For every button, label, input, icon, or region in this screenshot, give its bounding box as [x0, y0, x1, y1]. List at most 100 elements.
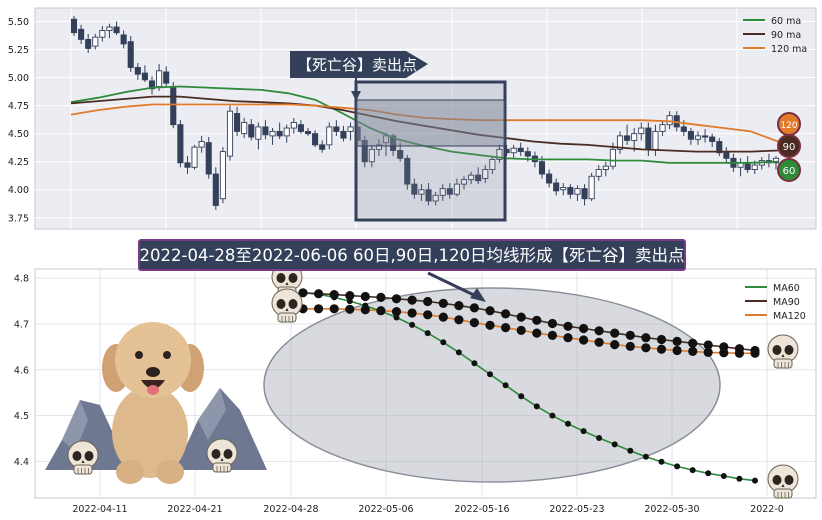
- dog-paw-right: [156, 460, 184, 484]
- top-y-tick-label: 4.00: [8, 185, 29, 196]
- candle-body: [234, 113, 241, 132]
- top-ma-line-120-ma: [70, 103, 779, 143]
- candle: [113, 21, 120, 35]
- candle: [496, 144, 503, 163]
- candle: [553, 178, 560, 196]
- candle: [716, 138, 723, 157]
- candle: [78, 24, 85, 44]
- candle: [460, 176, 468, 190]
- point-MA60: [424, 330, 431, 337]
- candle: [468, 171, 475, 185]
- candle-body: [496, 148, 503, 160]
- bottom-series-MA90: [298, 288, 760, 356]
- end-marker-120: 120: [777, 112, 801, 136]
- candle: [368, 144, 375, 168]
- candle-body: [638, 127, 645, 135]
- candle-body: [460, 179, 468, 185]
- candle: [262, 120, 269, 140]
- bottom-x-tick-label: 2022-04-21: [167, 504, 222, 515]
- candle-body: [631, 133, 638, 141]
- candle: [148, 76, 156, 95]
- point-MA60: [720, 473, 727, 479]
- point-MA60: [455, 349, 462, 356]
- point-MA120: [360, 305, 370, 315]
- candle-body: [553, 182, 560, 192]
- candle-body: [446, 188, 453, 195]
- point-MA120: [423, 310, 433, 320]
- legend-MA60-label: MA60: [773, 283, 800, 294]
- candle: [177, 120, 184, 168]
- candle-body: [156, 70, 163, 87]
- candle-body: [602, 165, 609, 170]
- point-MA120: [314, 304, 324, 314]
- bottom-x-tick-label: 2022-04-11: [72, 504, 127, 515]
- candle-body: [609, 148, 616, 167]
- point-MA60: [627, 447, 634, 454]
- point-MA90: [407, 295, 417, 305]
- point-MA90: [485, 306, 495, 316]
- point-MA90: [329, 290, 339, 300]
- point-MA120: [703, 347, 713, 357]
- candle-body: [560, 187, 567, 191]
- candle: [340, 125, 347, 142]
- point-MA120: [579, 335, 589, 345]
- candle: [574, 185, 581, 201]
- candle-body: [411, 183, 418, 195]
- dog-head: [115, 322, 191, 398]
- bottom-x-tick-label: 2022-0: [750, 504, 784, 515]
- point-MA120: [594, 337, 604, 347]
- point-MA90: [314, 289, 324, 299]
- candles: [70, 15, 780, 210]
- candle-body: [347, 126, 354, 132]
- point-MA60: [689, 467, 696, 474]
- candle-body: [85, 38, 92, 49]
- end-marker-90-circle: [777, 134, 801, 158]
- candle-body: [276, 130, 283, 137]
- point-MA60: [502, 382, 509, 389]
- candle-body: [92, 36, 99, 47]
- point-MA120: [672, 345, 682, 356]
- candle: [453, 178, 460, 197]
- candle: [212, 167, 219, 210]
- legend-MA90-label: MA90: [773, 297, 800, 308]
- point-MA60: [658, 458, 665, 465]
- candle-body: [99, 29, 106, 38]
- point-MA90: [625, 330, 635, 340]
- candle: [709, 133, 716, 148]
- candle-body: [148, 80, 156, 90]
- point-MA120: [563, 333, 573, 343]
- candle: [106, 23, 113, 39]
- point-MA60: [565, 420, 571, 427]
- candle-body: [624, 135, 631, 141]
- candle: [319, 140, 326, 153]
- candle-body: [333, 126, 340, 132]
- point-MA90: [360, 291, 370, 302]
- end-marker-120-label: 120: [780, 121, 797, 131]
- bottom-x-tick-label: 2022-05-06: [358, 504, 413, 515]
- point-MA120: [719, 348, 729, 358]
- candle: [482, 165, 489, 184]
- top-y-axis: 5.50 5.25 5.00 4.75 4.50 4.25 4.00 3.75: [8, 17, 29, 224]
- rock-left: [45, 400, 130, 470]
- end-marker-60-label: 60: [783, 166, 796, 177]
- top-grid: [35, 8, 816, 229]
- candle: [361, 135, 368, 168]
- candle-body: [70, 18, 78, 34]
- candle-body: [78, 28, 85, 40]
- point-MA120: [750, 348, 760, 358]
- dog-nose: [146, 367, 160, 377]
- candle: [347, 122, 354, 141]
- point-MA120: [610, 340, 620, 350]
- candle-body: [191, 146, 198, 168]
- point-MA120: [625, 341, 635, 351]
- candle-body: [404, 157, 411, 185]
- candle-body: [219, 151, 226, 200]
- candle: [198, 135, 205, 153]
- bottom-title: 2022-04-28至2022-06-06 60日,90日,120日均线形成【死…: [140, 246, 685, 265]
- point-MA90: [532, 315, 542, 325]
- candle: [163, 66, 170, 87]
- candle-body: [283, 127, 290, 137]
- bottom-y-tick-label: 4.6: [14, 365, 29, 376]
- bottom-x-tick-label: 2022-05-23: [549, 504, 604, 515]
- point-MA120: [376, 306, 386, 316]
